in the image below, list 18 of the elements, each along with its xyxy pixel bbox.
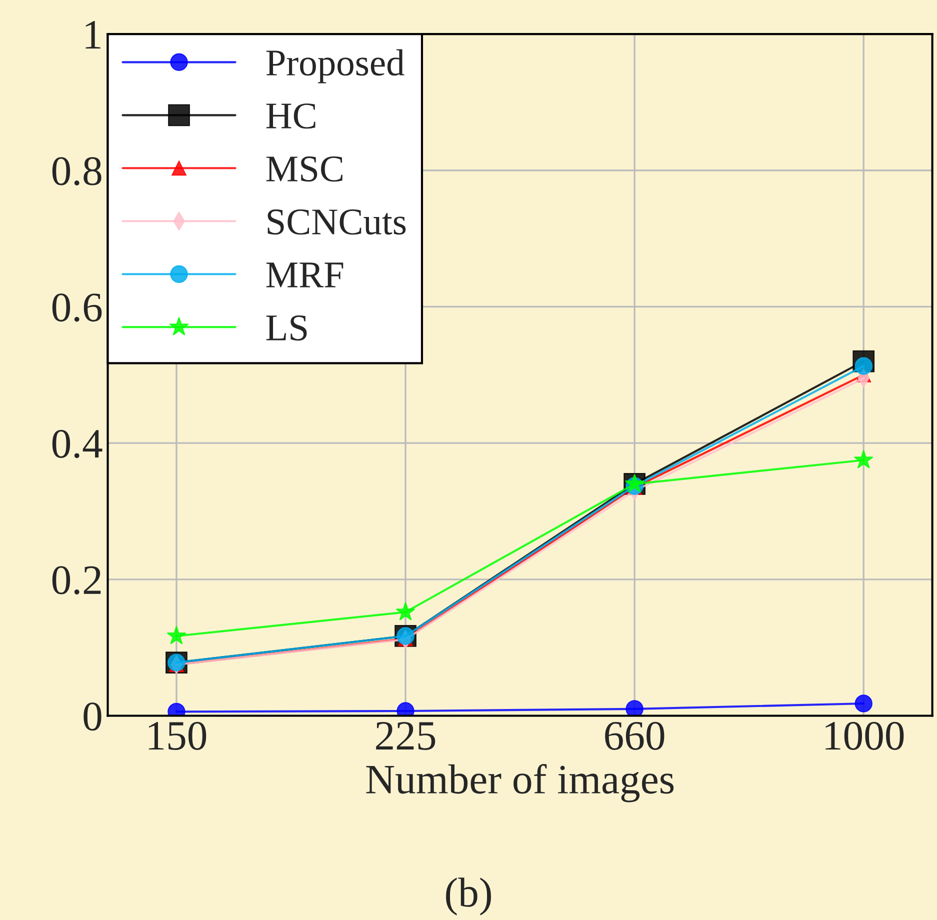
y-tick-label: 0.2: [52, 566, 101, 594]
legend-label: LS: [266, 315, 307, 341]
y-tick-label: 0.8: [52, 157, 102, 186]
x-axis-title: Number of images: [366, 764, 674, 802]
y-tick-label: 0.4: [52, 430, 102, 458]
legend-label: Proposed: [266, 49, 404, 84]
y-tick-label: 0: [84, 702, 102, 731]
x-tick-label: 225: [376, 722, 436, 750]
x-tick-label: 1000: [826, 722, 904, 750]
x-tick-label: 660: [605, 722, 664, 750]
x-tick-label: 150: [148, 722, 206, 750]
legend-label: SCNCuts: [268, 209, 406, 235]
legend-label: MSC: [266, 156, 342, 182]
legend-label: HC: [266, 103, 316, 129]
text: (b): [446, 878, 491, 916]
y-tick-label: 1: [86, 20, 100, 48]
y-tick-label: 0.6: [52, 293, 102, 322]
legend-label: MRF: [266, 262, 344, 288]
